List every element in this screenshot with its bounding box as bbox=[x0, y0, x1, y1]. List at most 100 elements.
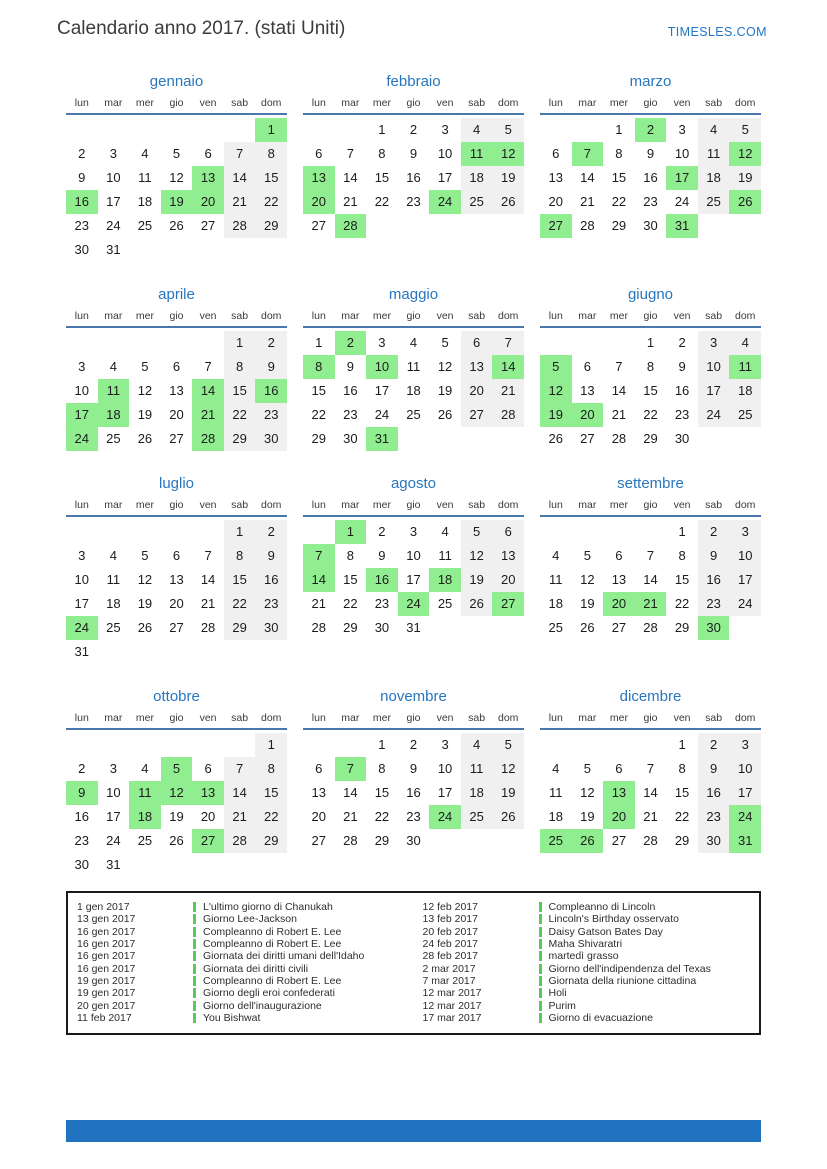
day-cell: 19 bbox=[137, 407, 153, 422]
day-cell: 11 bbox=[549, 572, 563, 587]
day-cell: 28 bbox=[223, 214, 256, 238]
day-cell: 1 bbox=[223, 331, 256, 355]
holiday-name: Giornata dei diritti umani dell'Idaho bbox=[203, 950, 365, 963]
day-cell: 30 bbox=[255, 616, 287, 640]
day-cell: 30 bbox=[74, 857, 90, 872]
holiday-marker-icon bbox=[538, 939, 542, 950]
day-cell: 21 bbox=[311, 596, 327, 611]
day-cell: 7 bbox=[223, 757, 256, 781]
day-cell bbox=[398, 214, 430, 238]
day-cell: 18 bbox=[697, 166, 730, 190]
day-cell: 2 bbox=[378, 524, 386, 539]
day-cell: 5 bbox=[540, 355, 572, 379]
day-cell: 21 bbox=[343, 194, 358, 209]
day-cell: 10 bbox=[106, 170, 121, 185]
weekday-label: lun bbox=[311, 310, 326, 322]
day-cell: 25 bbox=[540, 829, 572, 853]
day-cell: 5 bbox=[492, 733, 524, 757]
day-cell bbox=[698, 214, 730, 238]
day-cell bbox=[729, 214, 761, 238]
site-link[interactable]: TIMESLES.COM bbox=[667, 25, 767, 39]
day-cell: 21 bbox=[492, 379, 524, 403]
legend-date: 28 feb 2017 bbox=[422, 950, 478, 963]
day-cell: 21 bbox=[223, 805, 256, 829]
weekday-label: gio bbox=[406, 712, 421, 724]
day-cell: 19 bbox=[580, 809, 595, 824]
day-cell: 15 bbox=[611, 170, 627, 185]
day-cell: 11 bbox=[106, 572, 121, 587]
day-cell: 23 bbox=[697, 592, 730, 616]
day-cell: 25 bbox=[437, 596, 453, 611]
day-cell: 12 bbox=[160, 781, 193, 805]
legend-entry: 13 feb 2017 Lincoln's Birthday osservato bbox=[414, 913, 760, 925]
month-title: maggio bbox=[388, 286, 439, 303]
month-title: marzo bbox=[629, 73, 672, 90]
day-cell: 24 bbox=[429, 805, 461, 829]
day-cell bbox=[429, 829, 461, 853]
header-rule bbox=[66, 113, 287, 115]
day-cell: 21 bbox=[223, 190, 256, 214]
day-cell: 1 bbox=[378, 122, 386, 137]
day-cell: 20 bbox=[192, 190, 224, 214]
day-cell bbox=[224, 640, 256, 664]
day-cell: 3 bbox=[109, 761, 117, 776]
day-cell: 12 bbox=[169, 170, 184, 185]
holiday-name: Purim bbox=[548, 999, 576, 1012]
day-cell: 31 bbox=[106, 242, 121, 257]
day-cell: 16 bbox=[697, 781, 730, 805]
month-luglio: luglio lun mar mer gio ven sab dom 1 2 3 4 5 6 7 8 9 10 11… bbox=[66, 472, 287, 664]
day-cell: 16 bbox=[406, 170, 421, 185]
day-cell: 11 bbox=[138, 170, 152, 185]
day-cell: 17 bbox=[729, 568, 761, 592]
day-cell: 28 bbox=[611, 431, 627, 446]
holiday-marker-icon bbox=[538, 963, 542, 974]
weekday-header-row: lun mar mer gio ven sab dom bbox=[540, 711, 761, 726]
day-cell bbox=[635, 733, 667, 757]
legend-date: 16 gen 2017 bbox=[77, 950, 136, 963]
day-cell: 18 bbox=[97, 403, 130, 427]
day-cell: 8 bbox=[678, 548, 686, 563]
day-cell: 5 bbox=[460, 520, 493, 544]
day-cell: 13 bbox=[460, 355, 493, 379]
day-cell: 25 bbox=[697, 190, 730, 214]
day-cell bbox=[429, 427, 461, 451]
day-cell: 17 bbox=[697, 379, 730, 403]
weekday-label: lun bbox=[548, 499, 563, 511]
weekday-label: mar bbox=[104, 97, 123, 109]
day-cell bbox=[129, 640, 161, 664]
day-cell: 25 bbox=[460, 805, 493, 829]
day-cell: 25 bbox=[729, 403, 761, 427]
day-cell bbox=[540, 331, 572, 355]
day-cell: 29 bbox=[255, 214, 287, 238]
holiday-marker-icon bbox=[538, 914, 542, 925]
day-cell: 10 bbox=[74, 572, 90, 587]
legend-entry: 17 mar 2017 Giorno di evacuazione bbox=[414, 1012, 760, 1024]
weekday-label: mar bbox=[341, 310, 360, 322]
day-cell: 8 bbox=[346, 548, 354, 563]
day-cell: 26 bbox=[169, 833, 184, 848]
day-cell: 23 bbox=[406, 809, 421, 824]
day-cell bbox=[161, 238, 193, 262]
month-giugno: giugno lun mar mer gio ven sab dom 1 2 3 4 5 6 7 8 9 10 11… bbox=[540, 283, 761, 451]
day-cell bbox=[224, 118, 256, 142]
legend-date: 2 mar 2017 bbox=[422, 962, 476, 975]
weeks-grid: 1 2 3 4 5 6 7 8 9 10 11 12 13 14 15 16 17 18 19 20 21 22 23 24 2… bbox=[540, 118, 761, 238]
day-cell: 29 bbox=[374, 833, 390, 848]
day-cell bbox=[698, 427, 730, 451]
day-cell: 24 bbox=[397, 592, 430, 616]
day-cell bbox=[255, 853, 287, 877]
day-cell bbox=[224, 238, 256, 262]
day-cell: 15 bbox=[255, 781, 287, 805]
day-cell: 27 bbox=[311, 833, 327, 848]
day-cell: 2 bbox=[697, 520, 730, 544]
weekday-label: lun bbox=[311, 712, 326, 724]
month-novembre: novembre lun mar mer gio ven sab dom 1 2 3 4 5 6 7 8 9 10… bbox=[303, 685, 524, 853]
day-cell: 13 bbox=[192, 781, 224, 805]
day-cell bbox=[335, 118, 367, 142]
day-cell bbox=[98, 640, 130, 664]
legend-date: 24 feb 2017 bbox=[422, 938, 478, 951]
months-grid: gennaio lun mar mer gio ven sab dom 1 2 3 4 5 6 7 8 9 10 1… bbox=[66, 70, 761, 877]
holiday-name: Compleanno di Robert E. Lee bbox=[203, 938, 342, 951]
weekday-label: sab bbox=[231, 712, 249, 724]
day-cell bbox=[129, 733, 161, 757]
